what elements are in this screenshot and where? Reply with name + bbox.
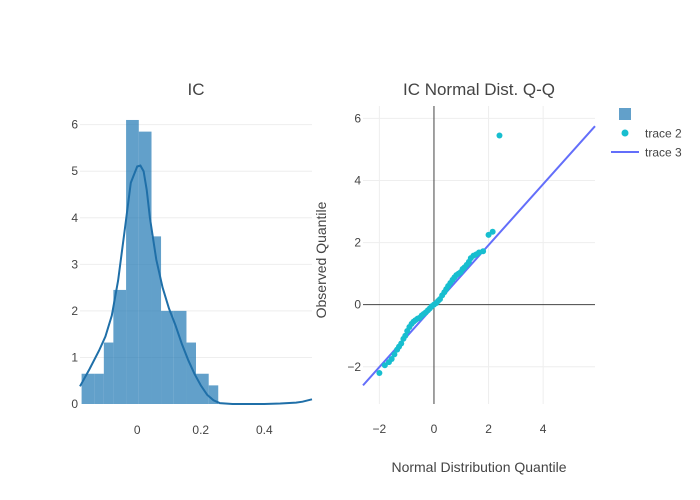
histogram-bar[interactable] — [81, 373, 95, 404]
qq-y-tick-label: 6 — [354, 111, 361, 125]
kde-curve[interactable] — [79, 164, 313, 405]
qq-point[interactable] — [496, 132, 503, 139]
histogram-y-tick-label: 1 — [71, 350, 78, 364]
histogram-y-tick-label: 0 — [71, 397, 78, 411]
legend-item-trace-3[interactable]: trace 3 — [611, 146, 682, 160]
legend-item-trace-2[interactable]: trace 2 — [621, 127, 683, 141]
qq-point[interactable] — [391, 351, 398, 358]
qq-y-ticks: −2 0 2 4 6 — [347, 111, 361, 373]
legend-label-trace-3: trace 3 — [645, 146, 682, 160]
qq-x-tick-label: 0 — [431, 422, 438, 436]
histogram-bar[interactable] — [151, 236, 162, 404]
qq-y-tick-label: 0 — [354, 298, 361, 312]
histogram-x-tick-label: 0 — [134, 423, 141, 437]
histogram-y-tick-label: 5 — [71, 164, 78, 178]
legend: trace 2 trace 3 — [611, 108, 682, 160]
legend-square-swatch — [619, 108, 631, 120]
histogram-bar[interactable] — [126, 119, 139, 404]
qq-y-axis-title: Observed Quantile — [313, 201, 329, 318]
qq-zerolines — [363, 106, 595, 404]
histogram-y-ticks: 0 1 2 3 4 5 6 — [71, 118, 78, 411]
histogram-title: IC — [188, 80, 205, 99]
histogram-bar[interactable] — [173, 310, 187, 404]
qq-gridlines — [363, 106, 595, 404]
qq-point[interactable] — [485, 231, 492, 238]
histogram-x-ticks: 0 0.2 0.4 — [134, 423, 273, 437]
histogram-bar[interactable] — [103, 342, 114, 404]
histogram-bar[interactable] — [186, 342, 196, 404]
qq-points[interactable] — [376, 132, 503, 376]
qq-y-tick-label: 2 — [354, 236, 361, 250]
histogram-bars[interactable] — [81, 119, 219, 404]
qq-point[interactable] — [480, 248, 487, 255]
qq-point[interactable] — [381, 362, 388, 369]
qq-x-tick-label: 2 — [485, 422, 492, 436]
histogram-x-tick-label: 0.2 — [192, 423, 209, 437]
qq-y-tick-label: 4 — [354, 174, 361, 188]
histogram-y-tick-label: 3 — [71, 257, 78, 271]
qq-x-axis-title: Normal Distribution Quantile — [391, 459, 566, 475]
qq-title: IC Normal Dist. Q-Q — [403, 80, 555, 99]
qq-panel: −2 0 2 4 −2 0 2 4 6 IC Normal Dist. Q-Q Normal … — [313, 80, 596, 475]
qq-point[interactable] — [489, 228, 496, 235]
qq-x-tick-label: 4 — [540, 422, 547, 436]
histogram-y-tick-label: 2 — [71, 304, 78, 318]
legend-circle-swatch — [621, 129, 629, 137]
histogram-bar[interactable] — [94, 373, 104, 404]
histogram-y-tick-label: 6 — [71, 118, 78, 132]
histogram-bar[interactable] — [208, 385, 219, 404]
qq-y-tick-label: −2 — [347, 360, 361, 374]
histogram-bar[interactable] — [161, 310, 174, 404]
histogram-panel: 0 0.2 0.4 0 1 2 3 4 5 6 IC — [71, 80, 313, 437]
qq-point[interactable] — [398, 340, 405, 347]
legend-label-trace-2: trace 2 — [645, 127, 682, 141]
qq-x-tick-label: −2 — [373, 422, 387, 436]
histogram-bar[interactable] — [138, 131, 152, 404]
qq-point[interactable] — [388, 355, 395, 362]
histogram-x-tick-label: 0.4 — [256, 423, 273, 437]
qq-point[interactable] — [376, 369, 383, 376]
qq-x-ticks: −2 0 2 4 — [373, 422, 547, 436]
qq-point[interactable] — [402, 332, 409, 339]
legend-item-trace-1[interactable] — [619, 108, 631, 120]
histogram-bar[interactable] — [113, 289, 127, 404]
histogram-y-tick-label: 4 — [71, 211, 78, 225]
